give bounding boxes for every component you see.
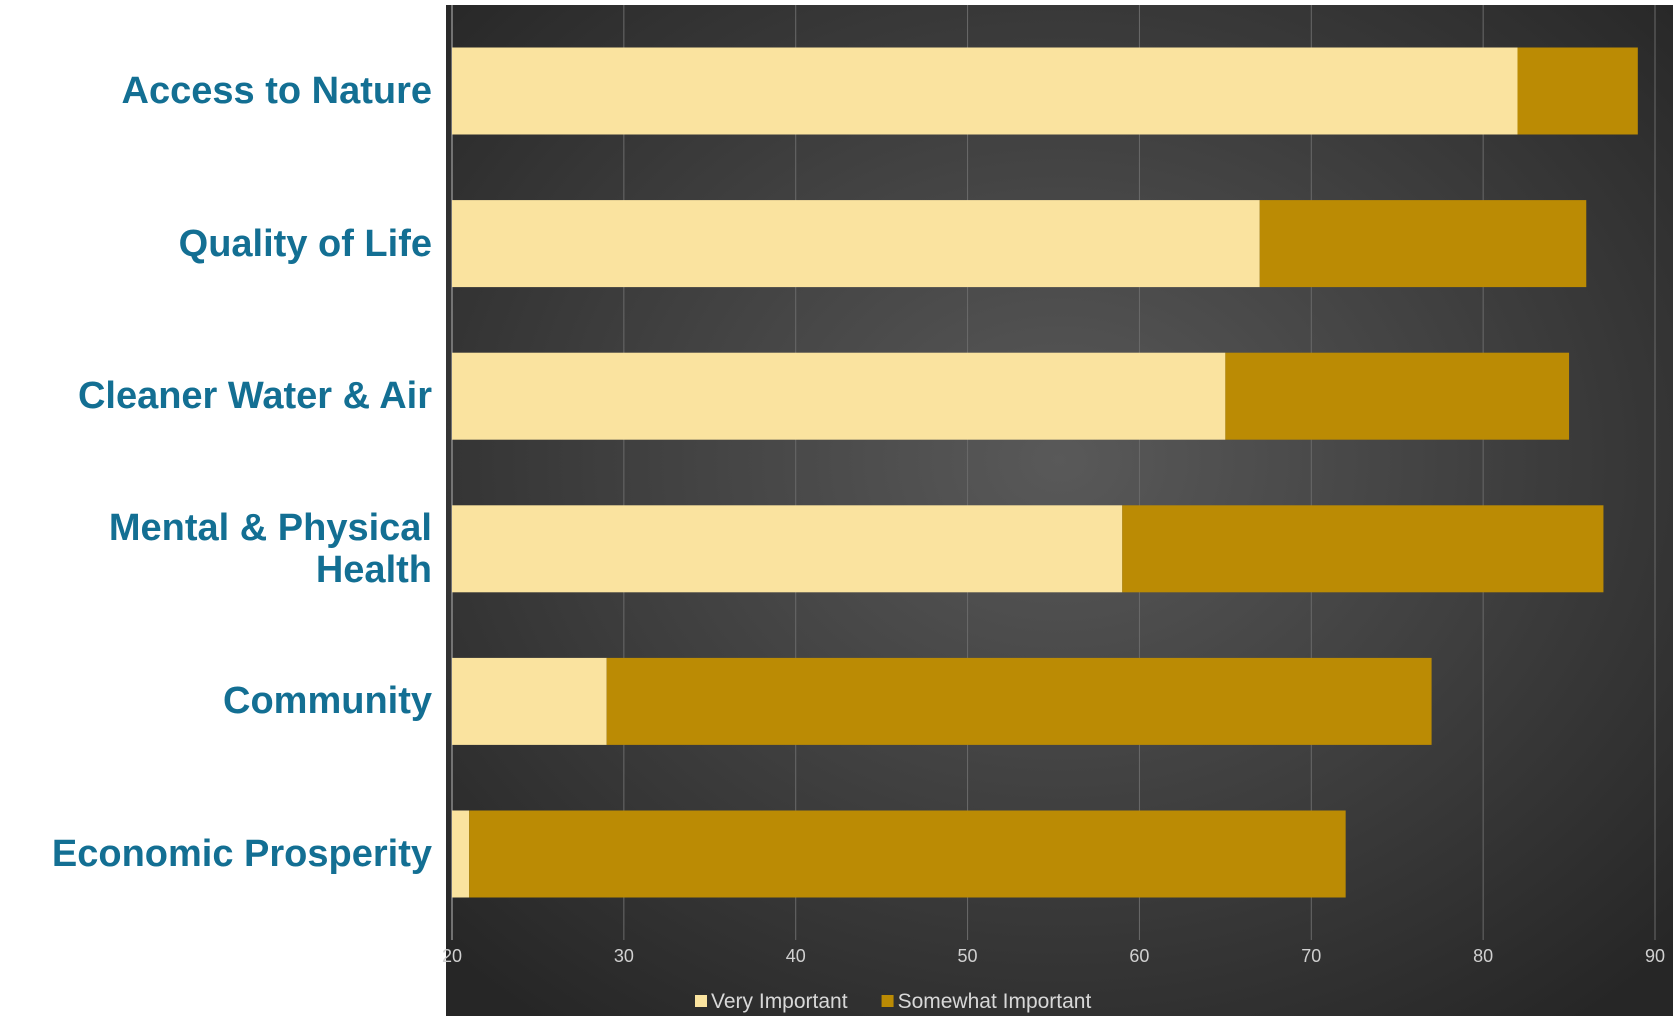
legend-swatch bbox=[695, 995, 707, 1007]
x-tick-label: 20 bbox=[442, 946, 462, 966]
bar-segment bbox=[452, 47, 1518, 135]
bar-segment bbox=[452, 352, 1226, 440]
legend-swatch bbox=[881, 995, 894, 1007]
legend-label: Somewhat Important bbox=[898, 990, 1092, 1013]
x-tick-label: 70 bbox=[1301, 946, 1321, 966]
category-label: Community bbox=[223, 680, 432, 723]
bar-segment bbox=[1517, 47, 1638, 135]
bar-segment bbox=[1259, 200, 1587, 288]
category-label: Cleaner Water & Air bbox=[77, 375, 432, 418]
bar-segment bbox=[452, 505, 1123, 593]
x-tick-label: 60 bbox=[1129, 946, 1149, 966]
category-label: Quality of Life bbox=[178, 222, 432, 265]
category-label: Economic Prosperity bbox=[51, 833, 432, 875]
bar-segment bbox=[1122, 505, 1604, 593]
legend-label: Very Important bbox=[711, 990, 848, 1013]
bar-segment bbox=[452, 657, 607, 745]
bar-segment bbox=[452, 200, 1260, 288]
x-tick-label: 50 bbox=[958, 946, 978, 966]
bar-segment bbox=[452, 810, 470, 898]
bar-segment bbox=[469, 810, 1346, 898]
bar-segment bbox=[1225, 352, 1570, 440]
bar-segment bbox=[606, 657, 1432, 745]
x-tick-label: 40 bbox=[786, 946, 806, 966]
category-label: Mental & Physical Health bbox=[108, 506, 432, 591]
x-tick-label: 90 bbox=[1645, 946, 1665, 966]
x-tick-label: 30 bbox=[614, 946, 634, 966]
category-label: Access to Nature bbox=[121, 70, 432, 112]
x-tick-label: 80 bbox=[1473, 946, 1493, 966]
